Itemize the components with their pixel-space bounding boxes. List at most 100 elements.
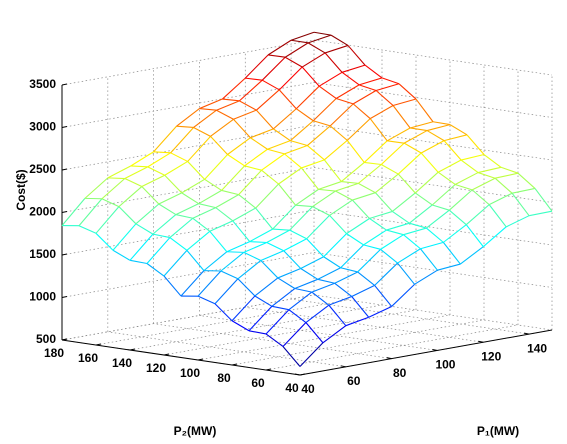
mesh-edge [300, 256, 324, 269]
mesh-edge [323, 159, 342, 182]
mesh-edge [352, 90, 377, 105]
mesh-edge [176, 125, 194, 129]
mesh-edge [352, 192, 376, 201]
mesh-edge [181, 178, 205, 194]
mesh-edge [176, 108, 200, 127]
x-tick [523, 332, 530, 335]
mesh-edge [101, 198, 120, 208]
mesh-edge [197, 270, 222, 297]
mesh-edge [460, 153, 485, 161]
mesh-edge [170, 127, 194, 154]
mesh-edge [216, 100, 240, 111]
mesh-edge [528, 210, 553, 217]
mesh-edge [511, 187, 536, 194]
mesh-edge [61, 198, 86, 226]
mesh-edge [351, 296, 370, 318]
mesh-edge [369, 118, 388, 142]
mesh-edge [323, 233, 347, 258]
mesh-edge [266, 229, 290, 243]
mesh-edge [186, 230, 211, 251]
mesh-edge [329, 125, 348, 141]
mesh-edge [352, 103, 371, 120]
mesh-edge [517, 172, 536, 189]
mesh-edge [289, 229, 307, 240]
mesh-edge [129, 259, 148, 265]
mesh-edge [226, 251, 244, 253]
mesh-edge [215, 194, 239, 209]
mesh-edge [147, 166, 165, 176]
mesh-edge [500, 166, 519, 174]
mesh-edge [181, 192, 200, 205]
mesh-edge [374, 262, 398, 286]
mesh-edge [364, 161, 382, 166]
mesh-edge [175, 203, 199, 216]
mesh-edge [141, 174, 165, 188]
mesh-edge [129, 233, 154, 261]
z-axis-label: Cost($) [14, 169, 28, 210]
mesh-edge [364, 64, 383, 79]
mesh-edge [346, 218, 370, 235]
z-tick [61, 83, 68, 86]
mesh-edge [329, 103, 354, 127]
mesh-edge [329, 199, 353, 216]
mesh-edge [277, 267, 301, 279]
mesh-edge [278, 167, 302, 185]
x-tick [432, 348, 438, 351]
mesh-edge [267, 148, 285, 155]
mesh-edge [358, 164, 382, 184]
mesh-edge [107, 165, 131, 179]
mesh-edge [300, 268, 319, 280]
grid-line [61, 294, 315, 341]
x-tick [386, 357, 392, 360]
mesh-edge [294, 287, 312, 293]
mesh-edge [488, 192, 513, 206]
y-tick [231, 363, 238, 366]
mesh-edge [380, 248, 398, 264]
mesh-edge [449, 124, 468, 136]
mesh-edge [130, 151, 154, 167]
mesh-edge [118, 206, 137, 225]
z-tick-label: 2000 [29, 205, 56, 219]
mesh-edge [243, 251, 262, 261]
mesh-edge [414, 192, 433, 206]
mesh-edge [255, 109, 274, 130]
mesh-edge [312, 190, 336, 208]
mesh-edge [363, 229, 387, 246]
mesh-edge [238, 79, 263, 102]
mesh-edge [267, 39, 292, 56]
mesh-edge [284, 145, 308, 155]
mesh-edge [245, 77, 263, 81]
mesh-edge [231, 320, 250, 332]
mesh-edge [284, 42, 309, 58]
mesh-edge [295, 85, 320, 110]
y-axis [61, 339, 301, 376]
mesh-edge [204, 178, 222, 191]
mesh-edge [288, 309, 307, 323]
x-axis [299, 329, 553, 376]
mesh-edge [233, 118, 251, 139]
mesh-edge [272, 204, 296, 230]
mesh-edge [420, 152, 439, 173]
grid-line [107, 331, 346, 368]
z-tick-label: 1000 [29, 290, 56, 304]
mesh-edge [170, 152, 188, 162]
mesh-edge [381, 77, 400, 85]
mesh-edge [237, 260, 262, 280]
grid-line [153, 323, 392, 359]
mesh-edge [254, 295, 273, 307]
x-tick [478, 340, 484, 343]
mesh-edge [426, 227, 444, 243]
mesh-edge [347, 45, 366, 66]
mesh-edge [221, 189, 239, 196]
mesh-edge [375, 173, 399, 194]
grid-line [231, 319, 485, 366]
mesh-edge [466, 134, 485, 155]
mesh-edge [214, 303, 233, 322]
mesh-edge [403, 142, 422, 154]
mesh-edge [199, 98, 223, 110]
grid-line [313, 82, 553, 118]
mesh-edge [169, 237, 188, 251]
mesh-edge [210, 118, 234, 137]
mesh-edge [392, 98, 417, 107]
